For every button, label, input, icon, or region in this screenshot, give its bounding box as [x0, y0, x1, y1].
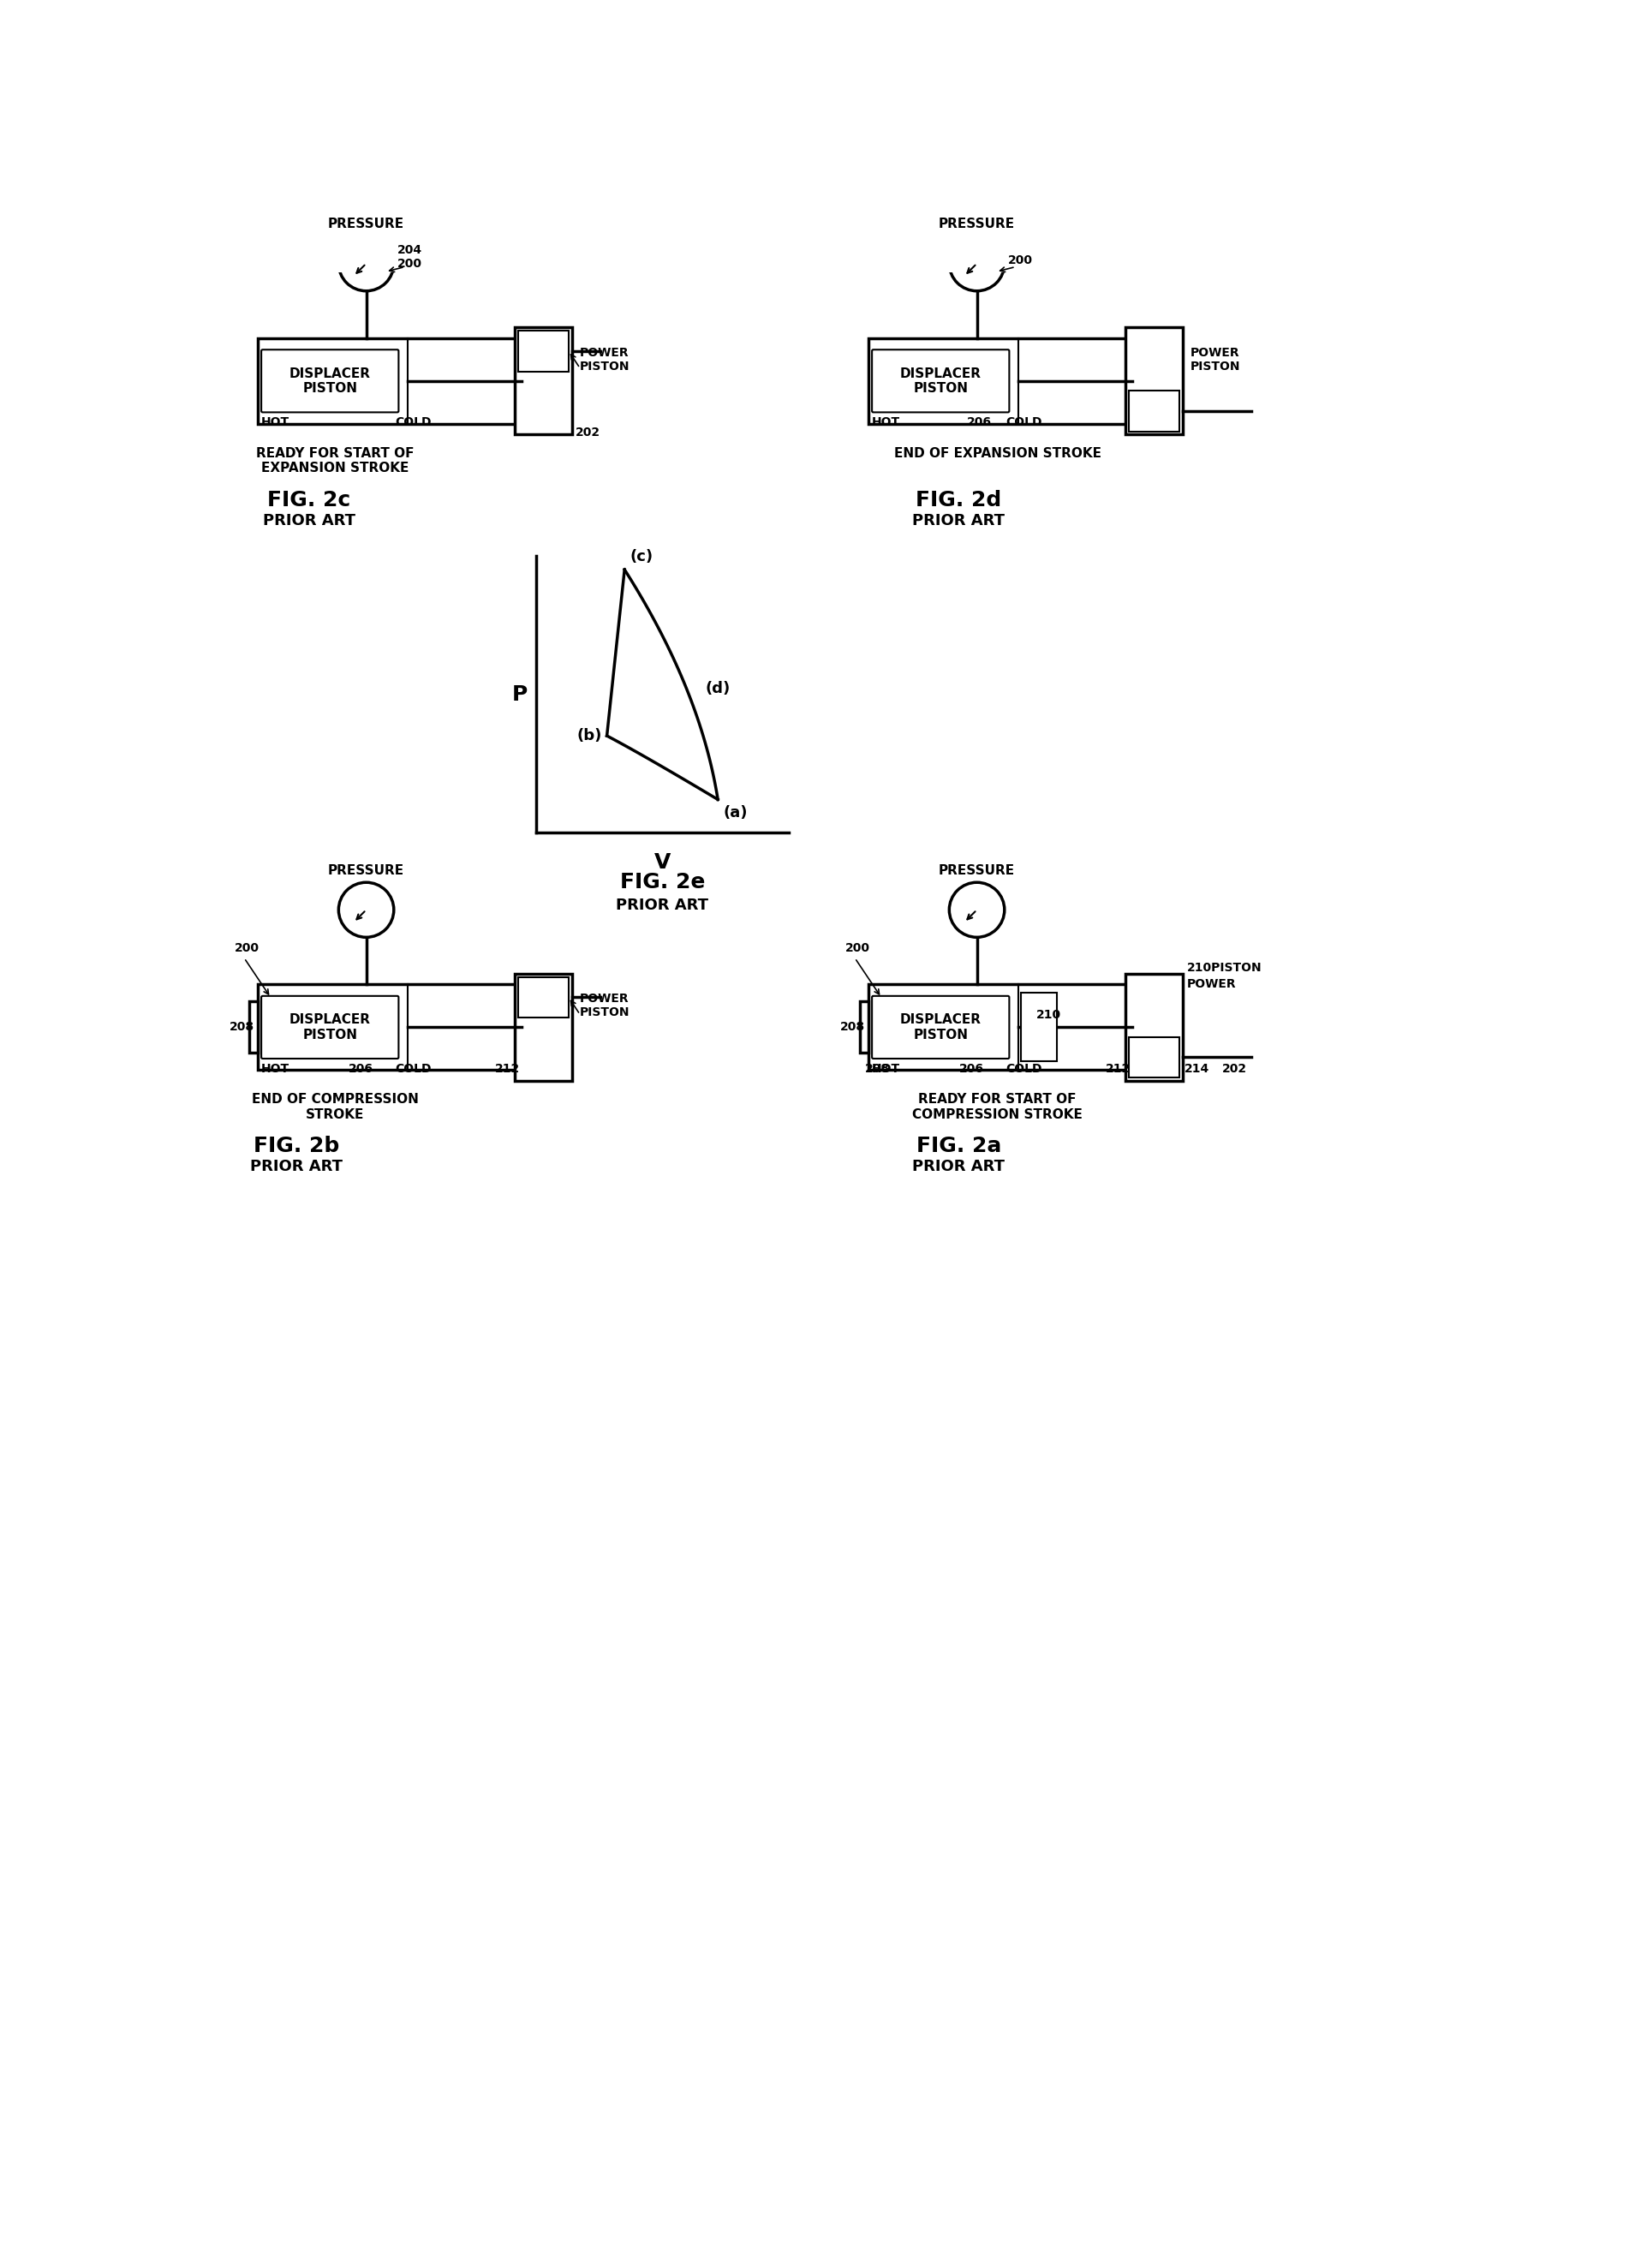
Text: 200: 200 [1007, 254, 1033, 265]
Text: PRESSURE: PRESSURE [329, 864, 404, 878]
FancyBboxPatch shape [262, 349, 399, 413]
Text: HOT: HOT [262, 1064, 289, 1075]
Text: 200: 200 [234, 941, 258, 955]
Text: DISPLACER
PISTON: DISPLACER PISTON [899, 1014, 981, 1041]
Bar [250, 1002, 257, 1052]
Text: FIG. 2b: FIG. 2b [253, 1136, 338, 1157]
Bar [1130, 1036, 1179, 1077]
Text: V: V [654, 853, 670, 873]
Text: 202: 202 [576, 426, 600, 438]
Text: PRIOR ART: PRIOR ART [263, 513, 355, 528]
Text: COLD: COLD [394, 417, 432, 429]
Text: HOT: HOT [262, 417, 289, 429]
Text: HOT: HOT [871, 1064, 899, 1075]
Bar [1125, 973, 1182, 1082]
Text: DISPLACER
PISTON: DISPLACER PISTON [289, 1014, 371, 1041]
Text: READY FOR START OF
EXPANSION STROKE: READY FOR START OF EXPANSION STROKE [257, 447, 414, 474]
Text: 204: 204 [397, 245, 422, 256]
Text: FIG. 2e: FIG. 2e [620, 873, 705, 894]
Text: 206: 206 [348, 1064, 373, 1075]
Bar [1020, 993, 1058, 1061]
Text: END OF COMPRESSION
STROKE: END OF COMPRESSION STROKE [252, 1093, 419, 1120]
Text: 202: 202 [1223, 1064, 1248, 1075]
Bar [518, 978, 569, 1018]
Text: POWER
PISTON: POWER PISTON [1190, 347, 1241, 372]
Text: POWER
PISTON: POWER PISTON [580, 993, 629, 1018]
Text: 208: 208 [229, 1021, 253, 1034]
Text: PRIOR ART: PRIOR ART [912, 513, 1006, 528]
FancyBboxPatch shape [262, 996, 399, 1059]
Text: FIG. 2d: FIG. 2d [916, 490, 1002, 510]
Bar [518, 331, 569, 372]
Text: COLD: COLD [1006, 417, 1041, 429]
Bar [868, 338, 1127, 424]
Bar [860, 1002, 868, 1052]
Text: 206: 206 [966, 417, 991, 429]
Text: 212: 212 [495, 1064, 520, 1075]
FancyBboxPatch shape [871, 349, 1009, 413]
Circle shape [338, 236, 394, 290]
Text: 212: 212 [1105, 1064, 1131, 1075]
FancyBboxPatch shape [871, 996, 1009, 1059]
Text: P: P [512, 685, 528, 705]
Text: PRESSURE: PRESSURE [938, 864, 1015, 878]
Text: PRIOR ART: PRIOR ART [912, 1159, 1006, 1175]
Text: (c): (c) [629, 549, 652, 565]
Text: 208: 208 [865, 1064, 889, 1075]
Text: PRESSURE: PRESSURE [329, 218, 404, 231]
Circle shape [338, 882, 394, 937]
Text: 200: 200 [397, 256, 422, 270]
Text: 208: 208 [840, 1021, 865, 1034]
Text: (b): (b) [577, 728, 602, 744]
Circle shape [950, 882, 1004, 937]
Bar [257, 984, 517, 1070]
Text: COLD: COLD [394, 1064, 432, 1075]
Text: PRIOR ART: PRIOR ART [616, 898, 708, 912]
Text: DISPLACER
PISTON: DISPLACER PISTON [289, 367, 371, 395]
Text: FIG. 2c: FIG. 2c [268, 490, 352, 510]
Text: POWER: POWER [1187, 978, 1236, 991]
Text: 214: 214 [1185, 1064, 1210, 1075]
Bar [515, 973, 572, 1082]
Circle shape [950, 236, 1004, 290]
Text: DISPLACER
PISTON: DISPLACER PISTON [899, 367, 981, 395]
Text: 210PISTON: 210PISTON [1187, 962, 1262, 973]
Bar [868, 984, 1127, 1070]
Text: 200: 200 [845, 941, 870, 955]
Bar [1130, 390, 1179, 431]
Text: (a): (a) [723, 805, 747, 821]
Text: PRESSURE: PRESSURE [938, 218, 1015, 231]
Bar [515, 327, 572, 435]
Text: (d): (d) [706, 680, 731, 696]
Text: END OF EXPANSION STROKE: END OF EXPANSION STROKE [894, 447, 1102, 460]
Text: HOT: HOT [871, 417, 899, 429]
Text: READY FOR START OF
COMPRESSION STROKE: READY FOR START OF COMPRESSION STROKE [912, 1093, 1082, 1120]
Text: POWER
PISTON: POWER PISTON [580, 347, 629, 372]
Text: 210: 210 [1037, 1009, 1061, 1021]
Bar [257, 338, 517, 424]
Text: 206: 206 [958, 1064, 984, 1075]
Text: FIG. 2a: FIG. 2a [916, 1136, 1001, 1157]
Text: PRIOR ART: PRIOR ART [250, 1159, 343, 1175]
Text: COLD: COLD [1006, 1064, 1041, 1075]
Bar [1125, 327, 1182, 435]
